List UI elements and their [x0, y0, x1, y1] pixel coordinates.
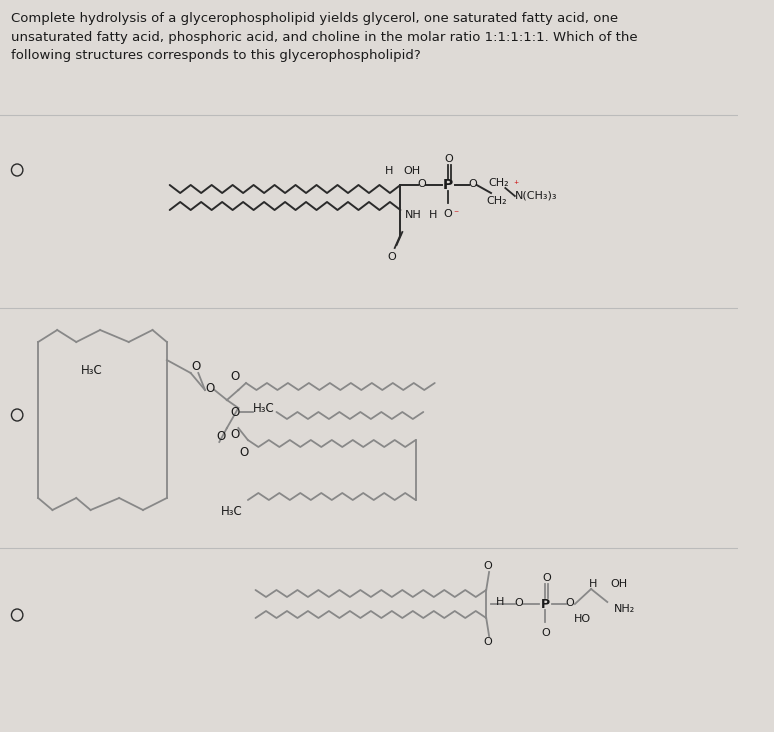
Text: N(CH₃)₃: N(CH₃)₃: [515, 191, 557, 201]
Text: O: O: [192, 359, 201, 373]
Text: P: P: [541, 597, 550, 610]
Text: O: O: [205, 381, 214, 395]
Text: HO: HO: [574, 614, 591, 624]
Text: O: O: [468, 179, 478, 189]
Text: NH₂: NH₂: [614, 604, 635, 614]
Text: H₃C: H₃C: [252, 401, 275, 414]
Text: OH: OH: [403, 166, 420, 176]
Text: P: P: [443, 178, 454, 192]
Text: ⁺: ⁺: [513, 180, 518, 190]
Text: O: O: [217, 430, 226, 443]
Text: O: O: [542, 573, 550, 583]
Text: O: O: [484, 561, 492, 571]
Text: O: O: [231, 406, 240, 419]
Text: O: O: [231, 427, 240, 441]
Text: ⁻: ⁻: [453, 209, 458, 219]
Text: CH₂: CH₂: [488, 178, 509, 188]
Text: CH₂: CH₂: [486, 196, 507, 206]
Text: O: O: [417, 179, 426, 189]
Text: O: O: [445, 154, 454, 164]
Text: H: H: [589, 579, 598, 589]
Text: O: O: [541, 628, 550, 638]
Text: O: O: [388, 252, 396, 262]
Text: NH: NH: [406, 210, 422, 220]
Text: Complete hydrolysis of a glycerophospholipid yields glycerol, one saturated fatt: Complete hydrolysis of a glycerophosphol…: [12, 12, 638, 62]
Text: OH: OH: [610, 579, 627, 589]
Text: O: O: [484, 637, 492, 647]
Text: H₃C: H₃C: [81, 364, 103, 376]
Text: H: H: [385, 166, 392, 176]
Text: O: O: [444, 209, 453, 219]
Text: O: O: [239, 446, 248, 458]
Text: H₃C: H₃C: [221, 505, 243, 518]
Text: H: H: [429, 210, 437, 220]
Text: O: O: [230, 370, 239, 383]
Text: O: O: [514, 598, 523, 608]
Text: O: O: [566, 598, 574, 608]
Text: H: H: [496, 597, 504, 607]
